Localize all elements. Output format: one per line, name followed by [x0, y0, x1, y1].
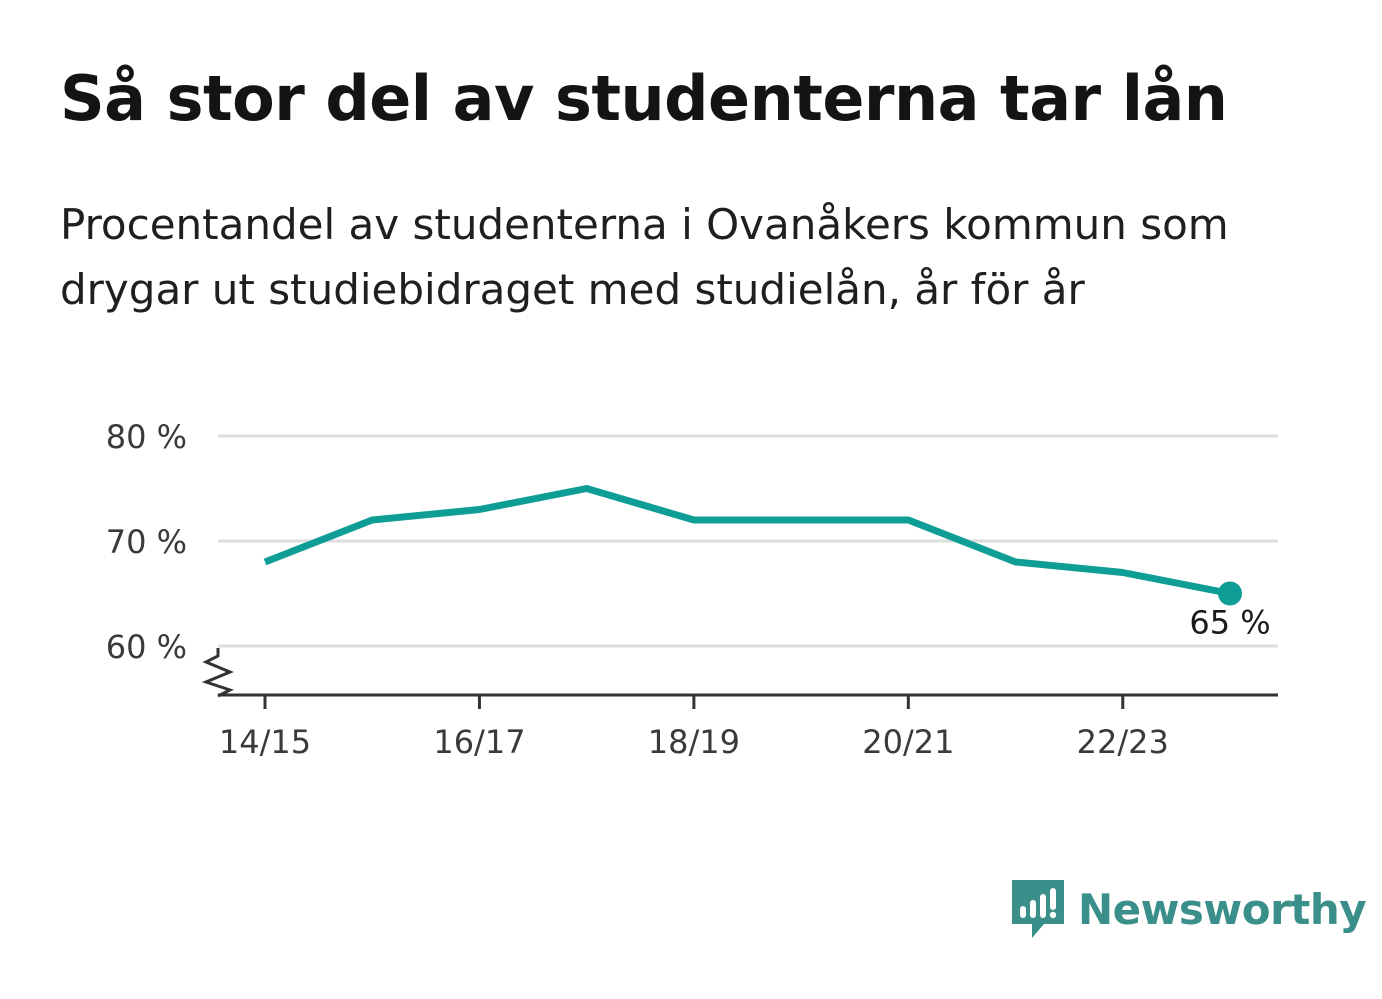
series	[263, 485, 1242, 606]
x-tick-label: 22/23	[1077, 723, 1169, 761]
y-tick-label: 60 %	[106, 628, 187, 666]
brand: Newsworthy	[1010, 878, 1367, 940]
y-tick-label: 70 %	[106, 523, 187, 561]
x-tick-label: 18/19	[648, 723, 740, 761]
series-line	[263, 485, 1231, 597]
last-point-marker	[1218, 581, 1242, 606]
x-tick-label: 16/17	[433, 723, 525, 761]
labels: 60 % 70 % 80 % 14/15 16/17 18/19 20/21 22/23 65 …	[106, 418, 1271, 761]
axes	[201, 648, 1278, 709]
brand-name: Newsworthy	[1078, 884, 1367, 934]
x-tick-label: 14/15	[219, 723, 311, 761]
newsworthy-logo-icon	[1012, 880, 1064, 938]
axis-break-mark	[201, 648, 234, 698]
x-tick-label: 20/21	[862, 723, 954, 761]
chart-title: Så stor del av studenterna tar lån	[60, 62, 1228, 135]
y-tick-label: 80 %	[106, 418, 187, 456]
chart-subtitle: Procentandel av studenterna i Ovanåkers …	[60, 200, 1229, 314]
grid-lines	[218, 434, 1278, 648]
last-value-label: 65 %	[1189, 604, 1270, 642]
